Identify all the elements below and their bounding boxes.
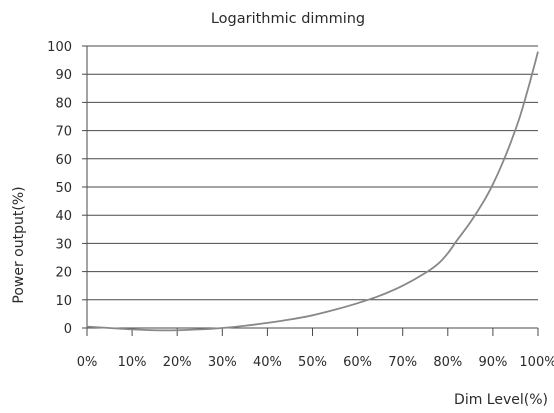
x-tick-label: 40%: [253, 355, 282, 370]
x-tick-label: 50%: [298, 355, 327, 370]
series: [87, 52, 538, 331]
power-curve-line: [87, 52, 538, 331]
y-tick-label: 10: [55, 294, 72, 309]
y-tick-label: 40: [55, 209, 72, 224]
y-tick-label: 80: [55, 96, 72, 111]
y-tick-label: 20: [55, 266, 72, 281]
x-tick-label: 30%: [208, 355, 237, 370]
x-tick-label: 20%: [163, 355, 192, 370]
x-tick-label: 10%: [118, 355, 147, 370]
y-tick-label: 0: [64, 322, 72, 337]
x-tick-label: 90%: [478, 355, 507, 370]
x-tick-label: 60%: [343, 355, 372, 370]
x-tick-label: 70%: [388, 355, 417, 370]
x-axis-title: Dim Level(%): [454, 392, 548, 408]
gridlines: [87, 46, 538, 300]
y-tick-label: 60: [55, 153, 72, 168]
x-tick-labels: 0% 10% 20% 30% 40% 50% 60% 70% 80% 90% 100%: [77, 355, 554, 370]
y-tick-label: 30: [55, 237, 72, 252]
y-tick-label: 90: [55, 68, 72, 83]
axes: [82, 46, 538, 336]
x-tick-label: 100%: [519, 355, 554, 370]
y-axis-title: Power output(%): [11, 186, 27, 303]
x-tick-label: 0%: [77, 355, 98, 370]
y-tick-label: 70: [55, 125, 72, 140]
y-tick-label: 50: [55, 181, 72, 196]
chart-title: Logarithmic dimming: [211, 11, 365, 27]
y-tick-labels: 0 10 20 30 40 50 60 70 80 90 100: [47, 40, 72, 337]
y-tick-label: 100: [47, 40, 72, 55]
x-tick-label: 80%: [433, 355, 462, 370]
